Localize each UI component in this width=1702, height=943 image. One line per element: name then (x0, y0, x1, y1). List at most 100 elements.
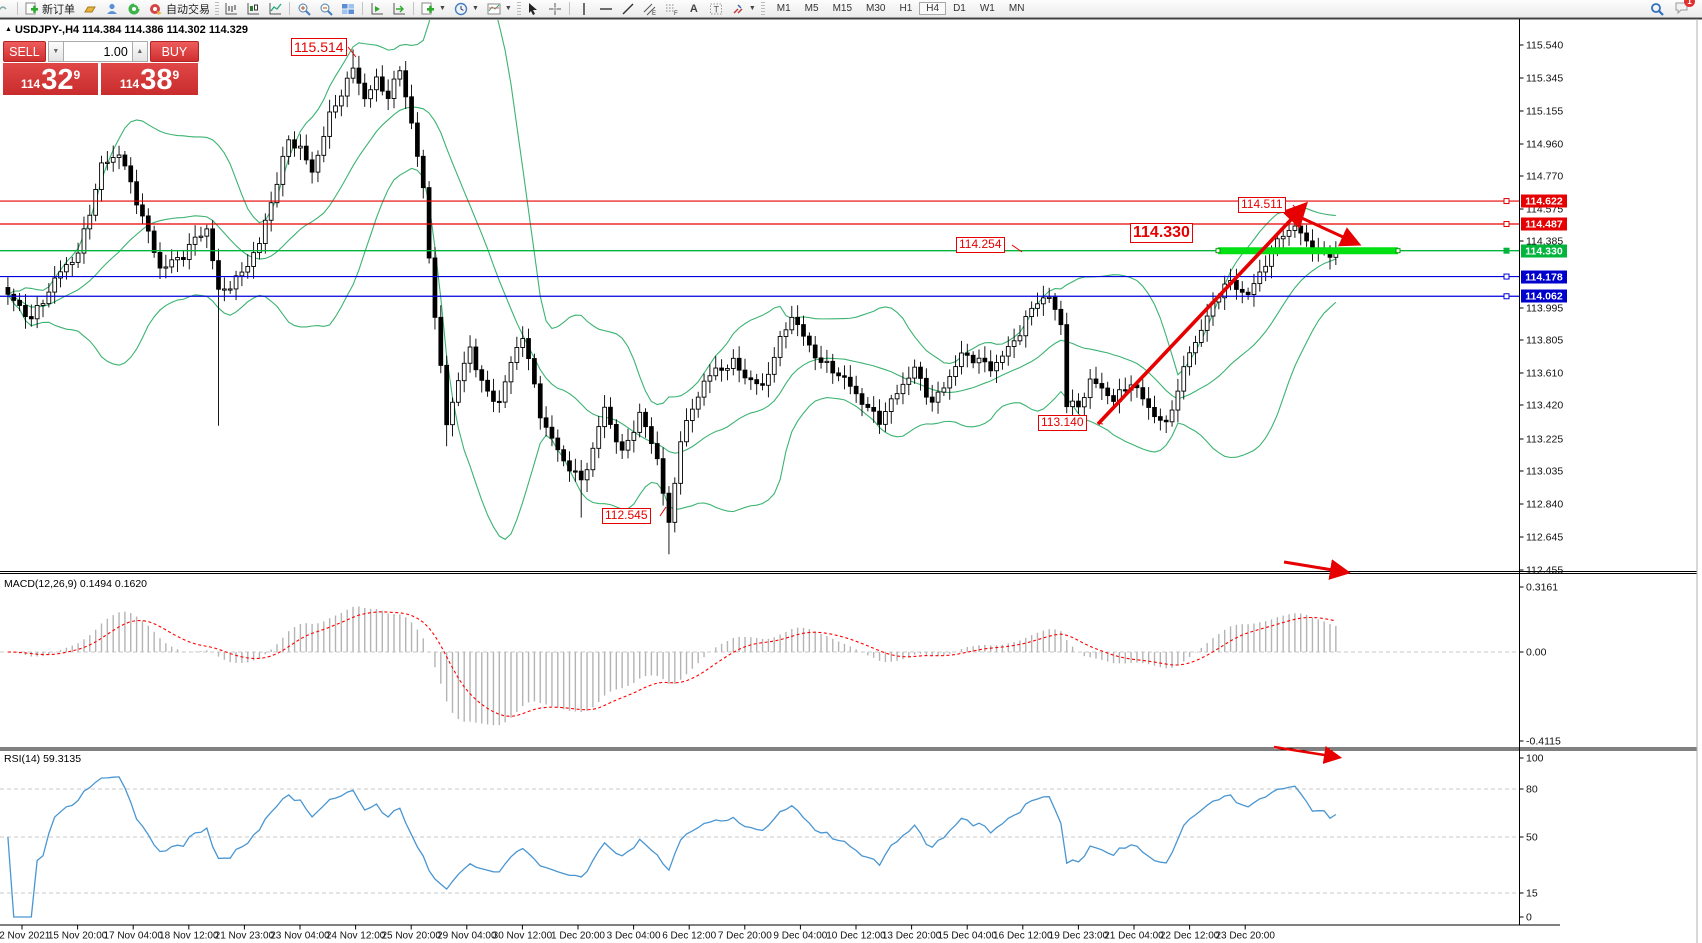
bar-chart-button[interactable] (220, 1, 242, 17)
time-label: 24 Nov 12:00 (326, 931, 386, 942)
axis-label: 0.00 (1526, 647, 1547, 659)
sell-price-main: 32 (41, 64, 74, 96)
chart-title: ▲ USDJPY-,H4 114.384 114.386 114.302 114.… (5, 24, 248, 36)
tile-windows-button[interactable] (337, 1, 359, 17)
axis-label: 113.035 (1526, 466, 1563, 478)
time-label: 23 Dec 20:00 (1215, 931, 1275, 942)
timeframe-m5[interactable]: M5 (804, 3, 819, 14)
chevron-down-icon: ▼ (439, 5, 446, 12)
crosshair-tool-button[interactable] (544, 1, 566, 17)
timeframe-w1[interactable]: W1 (979, 3, 995, 14)
clock-icon (454, 2, 468, 16)
auto-trading-button[interactable]: 自动交易 (145, 1, 214, 17)
auto-scroll-icon (370, 2, 384, 16)
time-label: 7 Dec 20:00 (718, 931, 772, 942)
history-center-button[interactable] (79, 1, 101, 17)
timeframe-mn[interactable]: MN (1008, 3, 1025, 14)
sell-price[interactable]: 114 32 9 (3, 63, 98, 95)
buy-price[interactable]: 114 38 9 (101, 63, 198, 95)
rsi-line (7, 776, 1337, 918)
timeframe-m1[interactable]: M1 (776, 3, 791, 14)
chart-shift-button[interactable] (388, 1, 410, 17)
trend-arrow (1292, 212, 1362, 247)
cursor-tool-button[interactable] (522, 1, 544, 17)
notification-count-badge: 1 (1684, 0, 1695, 7)
timeframe-m15[interactable]: M15 (832, 3, 853, 14)
price-annotation-112.545[interactable]: 112.545 (602, 508, 651, 524)
timeframe-h4[interactable]: H4 (919, 2, 947, 15)
sell-price-handle: 114 (20, 77, 41, 91)
axis-label: 113.225 (1526, 434, 1563, 446)
axis-label: 15 (1526, 888, 1538, 900)
text-label-tool-button[interactable]: T (705, 1, 727, 17)
price-annotation-114.511[interactable]: 114.511 (1238, 197, 1286, 213)
text-label-icon: T (709, 2, 723, 16)
time-label: 10 Dec 12:00 (826, 931, 886, 942)
time-label: 13 Dec 20:00 (882, 931, 942, 942)
line-chart-button[interactable] (264, 1, 286, 17)
gold-icon (83, 2, 97, 16)
axis-label: 113.805 (1526, 335, 1563, 347)
axis-label: 50 (1526, 832, 1538, 844)
price-badge: 114.487 (1521, 217, 1567, 231)
chart-template-button[interactable]: ▼ (483, 1, 516, 17)
volume-decrease-button[interactable]: ▼ (47, 41, 64, 62)
fibonacci-tool-button[interactable]: F (661, 1, 683, 17)
candlestick-chart-button[interactable] (242, 1, 264, 17)
period-clock-button[interactable]: ▼ (450, 1, 483, 17)
arrows-tool-button[interactable]: ▼ (727, 1, 760, 17)
toolbar-right: 1 (1650, 0, 1702, 18)
line-chart-icon (268, 2, 282, 16)
auto-scroll-button[interactable] (366, 1, 388, 17)
horizontal-lines[interactable] (0, 198, 1520, 300)
timeframe-m30[interactable]: M30 (866, 3, 886, 14)
buy-button[interactable]: BUY (149, 41, 199, 62)
price-annotation-114.330[interactable]: 114.330 (1130, 223, 1193, 244)
time-label: 22 Dec 12:00 (1160, 931, 1220, 942)
price-annotation-115.514[interactable]: 115.514 (291, 38, 347, 57)
equidistant-channel-tool-button[interactable]: E (639, 1, 661, 17)
profile-button[interactable] (101, 1, 123, 17)
svg-text:E: E (652, 11, 656, 16)
sell-button[interactable]: SELL (3, 41, 46, 62)
text-tool-button[interactable]: A (683, 1, 705, 17)
collapse-icon[interactable]: ▲ (5, 26, 12, 33)
svg-text:F: F (674, 11, 678, 16)
zoom-out-button[interactable] (315, 1, 337, 17)
price-annotation-113.140[interactable]: 113.140 (1038, 415, 1087, 431)
chart-title-text: USDJPY-,H4 114.384 114.386 114.302 114.3… (14, 24, 248, 36)
new-order-button[interactable]: 新订单 (21, 1, 79, 17)
macd-panel (0, 606, 1519, 726)
axis-label: 112.840 (1526, 499, 1563, 511)
vertical-line-tool-button[interactable] (573, 1, 595, 17)
cursor-icon (526, 2, 540, 16)
axis-label: 0 (1526, 912, 1532, 924)
signals-button[interactable] (123, 1, 145, 17)
zoom-in-icon (297, 2, 311, 16)
timeframe-group: M1 M5 M15 M30 H1 H4 D1 W1 MN (770, 2, 1032, 15)
time-label: 29 Nov 04:00 (437, 931, 497, 942)
axis-label: 113.610 (1526, 368, 1563, 380)
profile-icon (105, 2, 119, 16)
volume-increase-button[interactable]: ▲ (131, 41, 148, 62)
buy-price-handle: 114 (119, 77, 140, 91)
timeframe-h1[interactable]: H1 (899, 3, 913, 14)
zoom-in-button[interactable] (293, 1, 315, 17)
trendline-tool-button[interactable] (617, 1, 639, 17)
volume-input[interactable] (63, 41, 132, 62)
chart-area: 115.540 115.345 115.155 114.960 114.770 114.5… (0, 17, 1702, 943)
horizontal-line-tool-button[interactable] (595, 1, 617, 17)
add-indicator-button[interactable]: ▼ (417, 1, 450, 17)
price-badge: 114.178 (1521, 270, 1567, 284)
horizontal-line-icon (599, 2, 613, 16)
drawings[interactable] (347, 46, 1362, 764)
timeframe-d1[interactable]: D1 (953, 3, 966, 14)
search-icon[interactable] (1650, 2, 1664, 16)
notifications-button[interactable]: 1 (1674, 0, 1695, 18)
time-label: 21 Nov 23:00 (215, 931, 275, 942)
price-annotation-114.254[interactable]: 114.254 (956, 237, 1005, 253)
candles (5, 49, 1339, 555)
